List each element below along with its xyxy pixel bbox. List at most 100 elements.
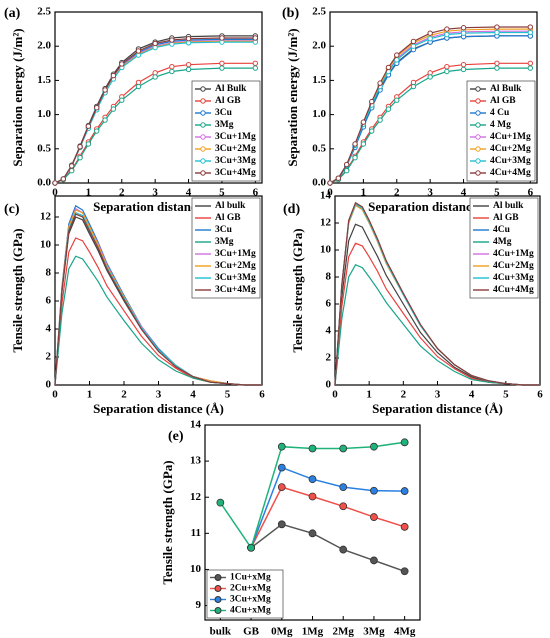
legend-label: Al GB <box>215 213 241 223</box>
legend-label: 2Cu+xMg <box>230 584 271 594</box>
legend-marker <box>475 170 481 176</box>
marker <box>110 72 117 79</box>
legend-label: Al Bulk <box>215 84 247 94</box>
legend-label: 4Cu+3Mg <box>490 156 531 166</box>
marker <box>343 161 350 168</box>
x-tick-label: 2 <box>401 389 407 401</box>
legend-marker <box>475 86 481 92</box>
legend-label: 3Cu+4Mg <box>215 168 256 178</box>
x-tick-label: 3 <box>152 187 158 199</box>
y-tick-label: 4 <box>326 325 332 337</box>
x-tick-label: 1 <box>361 187 367 199</box>
marker <box>339 502 348 511</box>
x-tick-label: 5 <box>494 187 500 199</box>
marker <box>444 26 450 32</box>
marker <box>308 492 317 501</box>
series-line <box>334 201 540 386</box>
y-tick-label: 0.5 <box>37 142 51 154</box>
marker <box>369 98 375 105</box>
series-line <box>54 209 262 386</box>
marker <box>77 144 83 150</box>
y-tick-label: 4 <box>46 323 52 335</box>
legend-marker <box>200 146 206 152</box>
marker <box>169 37 175 43</box>
y-tick-label: 10 <box>40 239 52 251</box>
marker <box>169 68 175 75</box>
marker <box>327 180 333 186</box>
x-tick-label: 3 <box>435 389 441 401</box>
marker <box>385 106 392 112</box>
x-tick-label: 3 <box>427 187 433 199</box>
marker <box>119 61 125 67</box>
x-tick-label: 1 <box>87 389 93 401</box>
marker <box>494 29 500 36</box>
legend-box <box>191 80 261 182</box>
marker <box>370 513 378 521</box>
legend-label: 3Cu+1Mg <box>215 249 256 259</box>
x-tick-label: 0 <box>52 187 58 199</box>
marker <box>370 486 378 495</box>
legend-marker <box>200 158 206 164</box>
legend-label: 4Mg <box>493 237 512 247</box>
x-tick-label: 5 <box>219 187 225 199</box>
marker <box>339 545 348 554</box>
y-tick-label: 12 <box>40 211 52 223</box>
legend-box <box>469 197 539 299</box>
legend-marker <box>214 596 222 603</box>
marker <box>427 35 433 42</box>
marker <box>527 65 534 71</box>
plot-frame <box>54 11 263 184</box>
marker <box>494 60 500 66</box>
marker <box>385 64 392 71</box>
legend-marker <box>200 110 206 116</box>
x-axis-label: Separation distance (Å) <box>368 199 499 214</box>
legend-marker <box>475 98 481 104</box>
legend-label: 3Cu+1Mg <box>215 132 256 142</box>
y-tick-label: 1.0 <box>37 108 51 120</box>
marker <box>394 52 400 58</box>
y-axis-label: Tensile strength (GPa) <box>10 228 25 352</box>
marker <box>119 97 125 103</box>
x-tick-label: 5 <box>503 389 509 401</box>
legend-marker <box>214 585 222 592</box>
marker <box>410 38 417 45</box>
marker <box>277 520 286 529</box>
x-tick-label: 0 <box>332 389 338 401</box>
legend-label: Al GB <box>493 213 519 223</box>
series-line <box>250 523 405 573</box>
legend-marker <box>200 134 206 140</box>
marker <box>252 35 259 41</box>
marker <box>339 483 348 492</box>
marker <box>185 66 192 73</box>
marker <box>410 43 417 49</box>
legend-label: Al Bulk <box>490 84 522 94</box>
legend-label: 3Mg <box>215 120 234 130</box>
legend-marker <box>475 158 481 164</box>
y-tick-label: 10 <box>320 244 332 256</box>
marker <box>252 65 259 71</box>
legend-label: 4Cu+2Mg <box>493 261 534 271</box>
legend-label: 3Cu+2Mg <box>215 144 256 154</box>
marker <box>169 64 175 70</box>
y-tick-label: 0 <box>46 379 52 391</box>
marker <box>400 487 409 495</box>
y-axis-label: Separation energy (J/m²) <box>285 28 300 166</box>
legend-label: 4 Mg <box>490 120 511 130</box>
y-tick-label: 2.5 <box>37 6 51 18</box>
marker <box>152 74 158 80</box>
marker <box>339 444 348 453</box>
y-axis-label: Separation energy (J/m²) <box>10 28 25 166</box>
x-tick-label: 4 <box>469 389 475 401</box>
legend-marker <box>475 134 481 140</box>
legend-marker <box>214 574 222 581</box>
legend-label: 4Cu <box>493 225 511 235</box>
x-tick-label: 0 <box>327 187 333 199</box>
panel-label: (c) <box>4 202 20 217</box>
y-tick-label: 14 <box>190 419 202 431</box>
legend-box <box>191 197 261 299</box>
marker <box>185 61 192 68</box>
legend-label: 3Cu <box>215 108 233 118</box>
series-line <box>334 264 540 386</box>
marker <box>335 175 342 181</box>
x-tick-label: 4 <box>461 187 467 199</box>
